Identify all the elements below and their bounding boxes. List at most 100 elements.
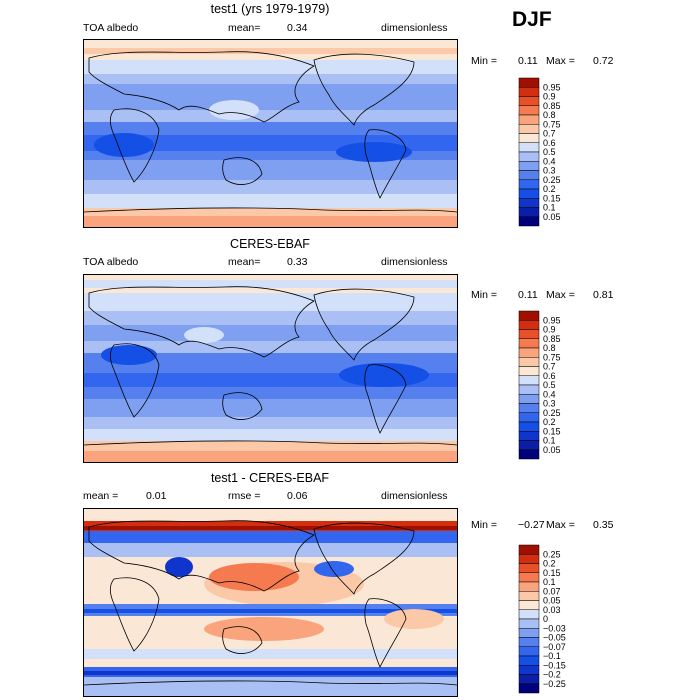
colorbar-swatch	[518, 105, 540, 116]
panel-3-title: test1 - CERES-EBAF	[210, 471, 330, 485]
panel-3-mean-value: 0.01	[146, 490, 167, 502]
colorbar-tick-label: 0.75	[543, 352, 561, 362]
colorbar-tick-label: 0.2	[543, 184, 556, 194]
colorbar-tick-label: 0.15	[543, 426, 561, 436]
colorbar-swatch	[518, 449, 540, 460]
colorbar-tick-label: 0.8	[543, 343, 556, 353]
colorbar-swatch	[518, 151, 540, 162]
panel-2-colorbar: 0.95 0.9 0.85 0.8 0.75 0.7 0.6 0.5 0.4 0.3 0.25 0.2…	[518, 310, 599, 460]
panel-2-title: CERES-EBAF	[230, 237, 310, 251]
panel-1-title: test1 (yrs 1979-1979)	[210, 2, 330, 16]
colorbar-swatch	[518, 440, 540, 450]
colorbar-swatch	[518, 665, 540, 675]
colorbar-swatch	[518, 338, 540, 349]
colorbar-tick-label: 0.4	[543, 389, 556, 399]
panel-2-max-label: Max =	[546, 289, 575, 301]
panel-2-mean-value: 0.33	[287, 256, 308, 268]
colorbar-swatch	[518, 628, 540, 638]
colorbar-swatch	[518, 142, 540, 153]
colorbar-swatch	[518, 646, 540, 657]
panel-1-variable-label: TOA albedo	[83, 22, 139, 34]
colorbar-swatch	[518, 384, 540, 395]
panel-1-max-value: 0.72	[593, 55, 614, 67]
colorbar-swatch	[518, 554, 540, 564]
colorbar-tick-label: 0.05	[543, 596, 561, 606]
colorbar-tick-label: 0.25	[543, 549, 561, 559]
colorbar-tick-label: −0.1	[543, 651, 561, 661]
colorbar-swatch	[518, 421, 540, 432]
colorbar-swatch	[518, 329, 540, 339]
panel-1-max-label: Max =	[546, 55, 575, 67]
colorbar-swatch	[518, 431, 540, 441]
colorbar-tick-label: 0.8	[543, 110, 556, 120]
colorbar-swatch	[518, 170, 540, 180]
colorbar-tick-label: 0.1	[543, 577, 556, 587]
panel-1-mean-label: mean=	[228, 22, 261, 34]
colorbar-tick-label: −0.25	[543, 679, 566, 689]
panel-3-rmse-label: rmse =	[228, 490, 261, 502]
colorbar-tick-label: 0.25	[543, 408, 561, 418]
panel-1-mean-value: 0.34	[287, 22, 308, 34]
colorbar-tick-label: 0.5	[543, 380, 556, 390]
colorbar-tick-label: 0.85	[543, 101, 561, 111]
colorbar-swatch	[518, 563, 540, 573]
colorbar-tick-label: 0.05	[543, 445, 561, 455]
colorbar-tick-label: −0.15	[543, 660, 566, 670]
colorbar-swatch	[518, 572, 540, 583]
colorbar-swatch	[518, 600, 540, 610]
panel-2-variable-label: TOA albedo	[83, 256, 139, 268]
colorbar-swatch	[518, 544, 540, 555]
colorbar-swatch	[518, 591, 540, 601]
panel-3-units-label: dimensionless	[381, 490, 448, 502]
colorbar-swatch	[518, 96, 540, 106]
colorbar-swatch	[518, 403, 540, 413]
colorbar-tick-label: 0.6	[543, 371, 556, 381]
colorbar-swatch	[518, 394, 540, 404]
colorbar-tick-label: 0.75	[543, 119, 561, 129]
colorbar-tick-label: −0.03	[543, 623, 566, 633]
colorbar-swatch	[518, 674, 540, 684]
colorbar-tick-label: 0.25	[543, 175, 561, 185]
colorbar-tick-label: 0.95	[543, 315, 561, 325]
colorbar-swatch	[518, 375, 540, 386]
panel-1-map	[83, 39, 458, 228]
colorbar-tick-label: 0.15	[543, 193, 561, 203]
colorbar-swatch	[518, 637, 540, 647]
colorbar-tick-label: 0.03	[543, 605, 561, 615]
colorbar-swatch	[518, 347, 540, 358]
colorbar-tick-label: 0.95	[543, 82, 561, 92]
panel-3-max-value: 0.35	[593, 519, 614, 531]
colorbar-swatch	[518, 198, 540, 208]
colorbar-swatch	[518, 207, 540, 217]
panel-3-min-value: −0.27	[518, 519, 545, 531]
panel-2-map	[83, 274, 458, 463]
colorbar-tick-label: 0.9	[543, 325, 556, 335]
colorbar-tick-label: 0.4	[543, 156, 556, 166]
colorbar-swatch	[518, 133, 540, 143]
colorbar-tick-label: 0.3	[543, 166, 556, 176]
colorbar-tick-label: 0.1	[543, 436, 556, 446]
panel-2-min-value: 0.11	[518, 289, 538, 301]
panel-1-colorbar: 0.95 0.9 0.85 0.8 0.75 0.7 0.6 0.5 0.4 0.3 0.25 0.2…	[518, 77, 599, 227]
colorbar-swatch	[518, 320, 540, 330]
panel-2-min-label: Min =	[471, 289, 497, 301]
colorbar-swatch	[518, 655, 540, 666]
colorbar-tick-label: 0.6	[543, 138, 556, 148]
panel-3-max-label: Max =	[546, 519, 575, 531]
colorbar-swatch	[518, 412, 540, 423]
colorbar-tick-label: 0.85	[543, 334, 561, 344]
colorbar-swatch	[518, 188, 540, 199]
colorbar-swatch	[518, 179, 540, 190]
colorbar-swatch	[518, 366, 540, 376]
season-label: DJF	[512, 8, 552, 31]
colorbar-tick-label: 0.15	[543, 568, 561, 578]
colorbar-tick-label: −0.2	[543, 670, 561, 680]
colorbar-tick-label: 0.5	[543, 147, 556, 157]
colorbar-tick-label: −0.07	[543, 642, 566, 652]
colorbar-tick-label: 0.7	[543, 129, 556, 139]
colorbar-tick-label: 0.07	[543, 586, 561, 596]
colorbar-tick-label: −0.05	[543, 633, 566, 643]
panel-2-mean-label: mean=	[228, 256, 261, 268]
colorbar-tick-label: 0.9	[543, 92, 556, 102]
colorbar-swatch	[518, 216, 540, 227]
